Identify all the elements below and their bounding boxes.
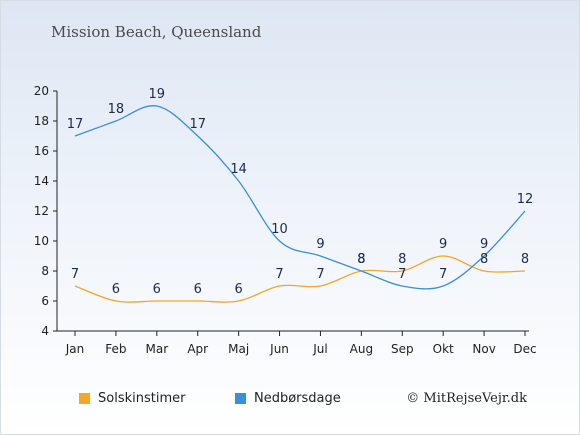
series-line-rain: [74, 105, 526, 290]
y-tick-label: 20: [34, 84, 49, 98]
data-label-rain: 7: [439, 267, 447, 282]
y-tick-label: 12: [34, 204, 49, 218]
y-tick-label: 18: [34, 114, 49, 128]
data-label-sun: 8: [398, 252, 406, 267]
x-tick-label: Apr: [187, 342, 208, 356]
chart-title: Mission Beach, Queensland: [51, 23, 262, 41]
x-tick-label: Jul: [312, 342, 327, 356]
data-label-sun: 6: [153, 282, 161, 297]
data-label-rain: 17: [189, 117, 206, 132]
x-tick-label: Sep: [391, 342, 414, 356]
x-tick-label: Jan: [65, 342, 85, 356]
data-label-rain: 9: [316, 237, 324, 252]
data-label-rain: 14: [230, 162, 247, 177]
data-label-rain: 9: [480, 237, 488, 252]
data-label-rain: 8: [357, 252, 365, 267]
x-tick-label: Aug: [350, 342, 373, 356]
data-label-rain: 12: [517, 192, 534, 207]
y-tick-label: 4: [41, 324, 49, 338]
legend-label-sun: Solskinstimer: [98, 391, 186, 406]
data-label-sun: 8: [521, 252, 529, 267]
y-tick-label: 10: [34, 234, 49, 248]
data-label-rain: 17: [67, 117, 84, 132]
legend-swatch-sun: [79, 393, 90, 404]
copyright-text: © MitRejseVejr.dk: [406, 391, 527, 406]
data-label-rain: 18: [108, 102, 125, 117]
legend-item-rain: Nedbørsdage: [235, 391, 341, 406]
data-label-sun: 7: [275, 267, 283, 282]
data-label-sun: 9: [439, 237, 447, 252]
legend-item-sun: Solskinstimer: [79, 391, 185, 406]
y-tick-label: 14: [34, 174, 49, 188]
data-label-rain: 10: [271, 222, 288, 237]
x-tick-label: Okt: [433, 342, 454, 356]
data-label-sun: 8: [357, 252, 365, 267]
legend-label-rain: Nedbørsdage: [254, 391, 341, 406]
x-tick-label: Nov: [472, 342, 495, 356]
y-tick-label: 8: [41, 264, 49, 278]
data-label-sun: 6: [194, 282, 202, 297]
data-label-sun: 7: [71, 267, 79, 282]
legend-swatch-rain: [235, 393, 246, 404]
data-label-sun: 7: [316, 267, 324, 282]
x-tick-label: Mar: [145, 342, 168, 356]
x-tick-label: Jun: [269, 342, 289, 356]
data-label-rain: 19: [149, 87, 166, 102]
data-label-sun: 8: [480, 252, 488, 267]
data-label-sun: 6: [112, 282, 120, 297]
y-tick-label: 16: [34, 144, 49, 158]
y-tick-label: 6: [41, 294, 49, 308]
series-line-sun: [74, 255, 526, 303]
data-label-rain: 7: [398, 267, 406, 282]
x-tick-label: Dec: [513, 342, 536, 356]
data-label-sun: 6: [234, 282, 242, 297]
x-tick-label: Feb: [105, 342, 126, 356]
x-tick-label: Maj: [228, 342, 249, 356]
